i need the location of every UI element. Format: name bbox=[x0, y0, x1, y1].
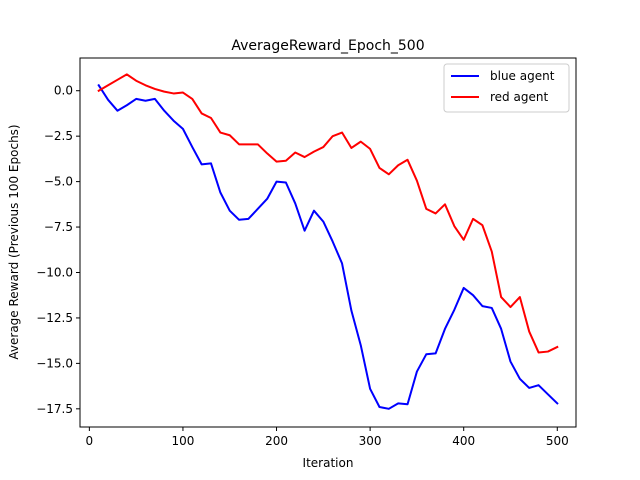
y-axis-title: Average Reward (Previous 100 Epochs) bbox=[7, 124, 21, 359]
y-tick-label: −15.0 bbox=[36, 356, 73, 370]
x-tick-label: 400 bbox=[452, 434, 475, 448]
x-axis-title: Iteration bbox=[303, 456, 354, 470]
y-tick-label: 0.0 bbox=[54, 84, 73, 98]
x-axis: 0 100 200 300 400 500 bbox=[86, 427, 569, 448]
legend-label: red agent bbox=[490, 90, 548, 104]
series-lines bbox=[97, 73, 559, 410]
x-tick-label: 100 bbox=[171, 434, 194, 448]
x-tick-label: 500 bbox=[546, 434, 569, 448]
y-tick-label: −17.5 bbox=[36, 402, 73, 416]
x-tick-label: 0 bbox=[86, 434, 94, 448]
legend: blue agent red agent bbox=[443, 63, 570, 113]
legend-label: blue agent bbox=[490, 69, 555, 83]
y-tick-label: −12.5 bbox=[36, 311, 73, 325]
chart-title: AverageReward_Epoch_500 bbox=[231, 38, 424, 54]
x-tick-label: 200 bbox=[265, 434, 288, 448]
x-tick-label: 300 bbox=[359, 434, 382, 448]
y-tick-label: −5.0 bbox=[44, 175, 73, 189]
y-tick-label: −7.5 bbox=[44, 220, 73, 234]
y-tick-label: −10.0 bbox=[36, 265, 73, 279]
y-tick-label: −2.5 bbox=[44, 129, 73, 143]
y-axis: 0.0 −2.5 −5.0 −7.5 −10.0 −12.5 −15.0 −17.5 bbox=[36, 84, 80, 416]
plot-area bbox=[79, 57, 577, 428]
series-line-red-agent bbox=[97, 73, 559, 354]
series-line-blue-agent bbox=[97, 83, 559, 410]
